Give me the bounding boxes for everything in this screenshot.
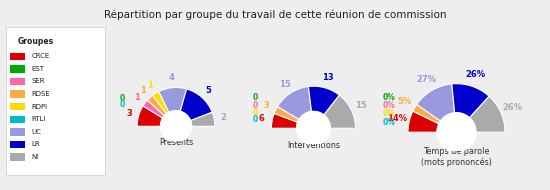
Wedge shape [137, 106, 163, 126]
Text: RDPI: RDPI [31, 104, 47, 110]
Text: 13: 13 [322, 73, 333, 82]
Text: EST: EST [31, 66, 44, 72]
Wedge shape [152, 92, 169, 114]
Text: 0: 0 [253, 115, 258, 124]
Text: RTLI: RTLI [31, 116, 46, 122]
Text: 3: 3 [263, 101, 269, 110]
Wedge shape [272, 113, 298, 128]
Text: SER: SER [31, 78, 45, 84]
Wedge shape [180, 89, 212, 121]
Text: 1: 1 [134, 93, 140, 101]
Text: 0%: 0% [383, 109, 396, 118]
Text: NI: NI [31, 154, 38, 160]
Text: 27%: 27% [416, 75, 436, 84]
Text: LR: LR [31, 141, 40, 147]
Text: 0: 0 [253, 93, 258, 102]
Text: 6: 6 [259, 114, 265, 123]
Circle shape [437, 113, 476, 152]
Text: 4: 4 [169, 74, 174, 82]
FancyBboxPatch shape [6, 27, 104, 175]
Bar [10, 52, 25, 60]
Bar [10, 116, 25, 123]
Wedge shape [147, 95, 167, 116]
Text: Temps de parole
(mots prononcés): Temps de parole (mots prononcés) [421, 147, 492, 167]
Text: 0: 0 [120, 94, 125, 103]
Text: 0: 0 [120, 101, 125, 109]
Bar [10, 141, 25, 148]
Circle shape [161, 111, 191, 142]
Wedge shape [452, 84, 489, 118]
Wedge shape [190, 112, 215, 126]
Bar [10, 65, 25, 73]
Bar [10, 90, 25, 98]
Text: 0: 0 [253, 108, 258, 117]
Text: 1: 1 [140, 86, 146, 95]
Bar [10, 128, 25, 135]
Wedge shape [143, 100, 164, 118]
Wedge shape [417, 84, 455, 121]
Text: 0%: 0% [383, 93, 396, 102]
Text: 14%: 14% [387, 114, 408, 123]
Text: 3: 3 [126, 108, 132, 117]
Text: 0: 0 [253, 101, 258, 110]
Text: 15: 15 [355, 101, 367, 110]
Wedge shape [278, 86, 311, 120]
Text: 5: 5 [206, 86, 212, 95]
Bar [10, 153, 25, 161]
Bar [10, 78, 25, 85]
Text: Interventions: Interventions [287, 141, 340, 150]
Text: 5%: 5% [397, 97, 411, 106]
Text: CRCE: CRCE [31, 53, 50, 59]
Text: 0%: 0% [383, 117, 396, 127]
Wedge shape [413, 105, 441, 124]
Wedge shape [408, 111, 439, 132]
Text: RDSE: RDSE [31, 91, 50, 97]
Wedge shape [274, 107, 299, 122]
Text: 15: 15 [279, 80, 291, 89]
Wedge shape [309, 86, 339, 115]
Text: Présents: Présents [159, 138, 193, 147]
Wedge shape [324, 95, 355, 128]
Text: 2: 2 [221, 113, 227, 122]
Text: Groupes: Groupes [18, 37, 53, 46]
Text: UC: UC [31, 129, 41, 135]
Wedge shape [470, 96, 505, 132]
Circle shape [296, 111, 331, 145]
Text: 1: 1 [147, 81, 153, 89]
Text: Répartition par groupe du travail de cette réunion de commission: Répartition par groupe du travail de cet… [104, 10, 446, 20]
Text: 0%: 0% [383, 101, 396, 110]
Wedge shape [159, 87, 186, 112]
Bar [10, 103, 25, 110]
Text: 26%: 26% [502, 103, 522, 112]
Text: 26%: 26% [465, 70, 486, 79]
